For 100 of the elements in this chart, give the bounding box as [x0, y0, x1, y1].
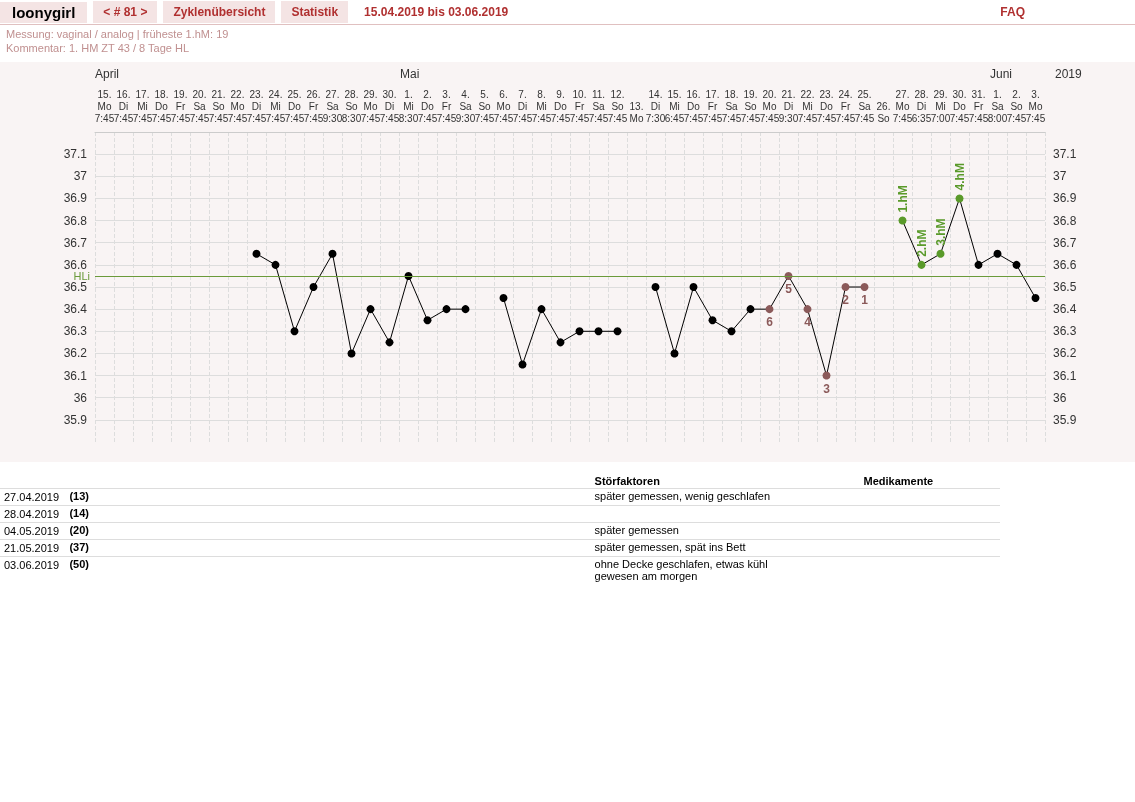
- text: Juni: [990, 67, 1013, 81]
- x-tick-label: 4. Sa 9:30: [455, 88, 476, 124]
- point: [556, 338, 565, 347]
- point: [518, 360, 527, 369]
- text: 15.04.2019 bis 03.06.2019: [363, 4, 510, 21]
- point: [974, 260, 983, 269]
- text: 27.04.2019: [3, 490, 61, 505]
- chart-title: loonygirl: [0, 1, 88, 23]
- annotation: 6: [766, 315, 774, 330]
- point: [499, 294, 508, 303]
- point: [689, 283, 698, 291]
- text: (37): [68, 540, 90, 555]
- x-tick-label: 28. Di 6:35: [911, 88, 932, 124]
- x-tick-label: 19. So 7:45: [740, 88, 761, 124]
- annotation: 4: [804, 315, 812, 330]
- text: FAQ: [999, 4, 1026, 21]
- y-tick-label: 36.6: [63, 257, 88, 272]
- point: [594, 327, 603, 336]
- x-tick-label: 1. Mi 8:30: [398, 88, 419, 124]
- y2-tick-label: 37: [1053, 169, 1067, 184]
- y2-tick-label: 36.5: [1053, 280, 1077, 294]
- ref-line-label: HLi: [73, 269, 90, 282]
- point: [613, 327, 622, 336]
- text: Störfaktoren: [593, 474, 661, 489]
- annotation: 4.hM: [952, 163, 967, 191]
- text: 03.06.2019: [3, 558, 61, 573]
- y2-tick-label: 36.8: [1053, 213, 1077, 228]
- x-tick-label: 15. Mi 6:45: [664, 88, 685, 124]
- point: [1031, 294, 1040, 303]
- point: [955, 194, 964, 203]
- point: [347, 349, 356, 358]
- x-tick-label: 15. Mo 7:45: [94, 88, 115, 124]
- point: [271, 260, 280, 269]
- x-tick-label: 20. Sa 7:45: [189, 88, 210, 124]
- x-tick-label: 30. Do 7:45: [949, 88, 970, 124]
- text: später gemessen, wenig geschlafen: [593, 489, 772, 504]
- point: [841, 283, 850, 291]
- point: [252, 249, 261, 258]
- y-tick-label: 37: [73, 169, 88, 184]
- x-tick-label: 26. Fr 7:45: [303, 88, 324, 124]
- x-tick-label: 26. So: [876, 100, 891, 124]
- point: [936, 249, 945, 258]
- text: Zyklenübersicht: [163, 1, 276, 23]
- y-tick-label: 36: [73, 390, 88, 405]
- point: [708, 316, 717, 325]
- y2-tick-label: 36.2: [1053, 346, 1077, 361]
- y-tick-label: 37.1: [63, 147, 88, 162]
- x-tick-label: 16. Do 7:45: [683, 88, 704, 124]
- point: [423, 316, 432, 325]
- text: 04.05.2019: [3, 524, 61, 539]
- x-tick-label: 11. Sa 7:45: [588, 88, 609, 124]
- y-tick-label: 35.9: [63, 412, 88, 427]
- x-tick-label: 29. Mo 7:45: [360, 88, 381, 124]
- text: Mai: [400, 67, 420, 81]
- point: [860, 283, 869, 291]
- y2-tick-label: 37.1: [1053, 147, 1077, 162]
- point: [917, 260, 926, 269]
- y2-tick-label: 36.4: [1053, 302, 1077, 317]
- y-tick-label: 36.7: [63, 235, 88, 250]
- text: Statistik: [281, 1, 349, 23]
- text: (20): [68, 523, 90, 538]
- point: [803, 305, 812, 314]
- point: [309, 283, 318, 291]
- x-tick-label: 24. Mi 7:45: [265, 88, 286, 124]
- x-tick-label: 2. Do 7:45: [417, 88, 438, 124]
- x-tick-label: 7. Di 7:45: [512, 88, 533, 124]
- text: Kommentar: 1. HM ZT 43 / 8 Tage HL: [5, 41, 190, 56]
- y-tick-label: 36.5: [63, 280, 88, 294]
- annotation: 3.hM: [933, 218, 948, 246]
- x-tick-label: 23. Di 7:45: [246, 88, 267, 124]
- text: April: [95, 67, 120, 81]
- text: später gemessen: [593, 523, 680, 538]
- y2-tick-label: 36.1: [1053, 368, 1077, 383]
- x-tick-label: 3. Mo 7:45: [1025, 88, 1046, 124]
- y-tick-label: 36.9: [63, 191, 88, 206]
- x-tick-label: 27. Sa 9:30: [322, 88, 343, 124]
- x-tick-label: 30. Di 7:45: [379, 88, 400, 124]
- x-tick-label: 25. Sa 7:45: [854, 88, 875, 124]
- x-tick-label: 19. Fr 7:45: [170, 88, 191, 124]
- y2-tick-label: 36.7: [1053, 235, 1077, 250]
- x-tick-label: 1. Sa 8:00: [987, 88, 1008, 124]
- point: [765, 305, 774, 314]
- x-tick-label: 6. Mo 7:45: [493, 88, 514, 124]
- annotation: 2.hM: [914, 229, 929, 257]
- text: (13): [68, 489, 90, 504]
- x-tick-label: 14. Di 7:30: [645, 88, 666, 124]
- x-tick-label: 28. So 8:30: [341, 88, 362, 124]
- point: [575, 327, 584, 336]
- x-tick-label: 23. Do 7:45: [816, 88, 837, 124]
- x-tick-label: 16. Di 7:45: [113, 88, 134, 124]
- x-tick-label: 17. Mi 7:45: [132, 88, 153, 124]
- x-tick-label: 22. Mo 7:45: [227, 88, 248, 124]
- point: [366, 305, 375, 314]
- y2-tick-label: 36.9: [1053, 191, 1077, 206]
- text: ohne Decke geschlafen, etwas kühl gewesen am morgen: [593, 557, 769, 583]
- point: [822, 371, 831, 380]
- x-tick-label: 31. Fr 7:45: [968, 88, 989, 124]
- y2-tick-label: 35.9: [1053, 412, 1077, 427]
- annotation: 3: [823, 381, 831, 396]
- y2-tick-label: 36: [1053, 390, 1067, 405]
